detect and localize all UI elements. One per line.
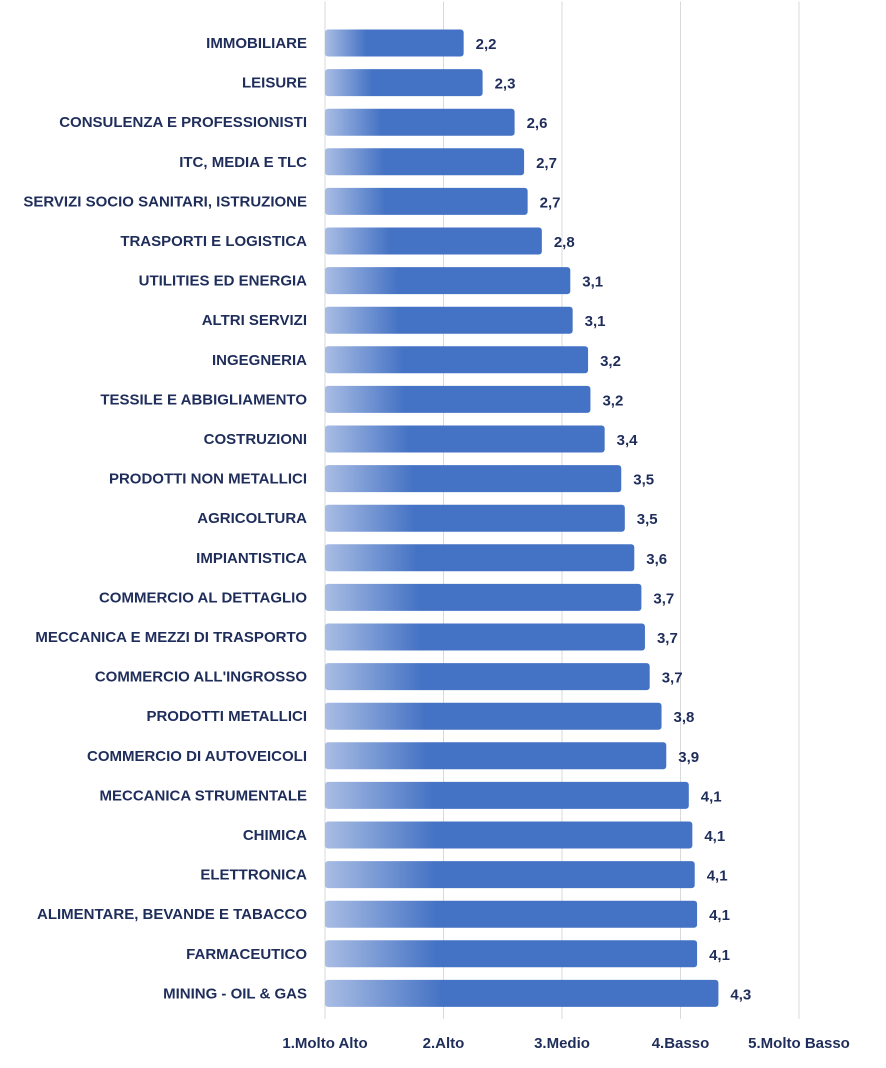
category-label: TESSILE E ABBIGLIAMENTO: [100, 391, 307, 408]
x-tick-label: 3.Medio: [534, 1035, 590, 1052]
bar: [325, 385, 591, 413]
value-label: 4,1: [709, 907, 730, 924]
value-label: 3,6: [646, 551, 667, 568]
value-label: 3,7: [657, 630, 678, 647]
x-tick-label: 4.Basso: [652, 1035, 710, 1052]
value-label: 4,1: [701, 788, 722, 805]
x-tick-label: 1.Molto Alto: [282, 1035, 367, 1052]
value-label: 4,1: [704, 828, 725, 845]
bars: [325, 29, 719, 1007]
bar: [325, 702, 662, 730]
bar: [325, 821, 693, 849]
category-label: PRODOTTI NON METALLICI: [109, 471, 307, 488]
value-label: 3,9: [678, 749, 699, 766]
value-label: 2,8: [554, 234, 575, 251]
bar: [325, 306, 573, 334]
value-label: 2,7: [540, 194, 561, 211]
value-label: 4,1: [709, 947, 730, 964]
bar: [325, 940, 698, 968]
category-label: IMMOBILIARE: [206, 35, 307, 52]
category-label: PRODOTTI METALLICI: [146, 708, 307, 725]
category-label: AGRICOLTURA: [197, 510, 307, 527]
bar: [325, 900, 698, 928]
value-label: 3,7: [653, 590, 674, 607]
category-label: TRASPORTI E LOGISTICA: [120, 233, 307, 250]
category-label: COMMERCIO AL DETTAGLIO: [99, 589, 307, 606]
x-axis-ticks: 1.Molto Alto 2.Alto 3.Medio 4.Basso 5.Molto …: [282, 1035, 849, 1052]
value-label: 3,7: [662, 670, 683, 687]
category-label: COMMERCIO DI AUTOVEICOLI: [87, 748, 307, 765]
value-label: 4,1: [707, 868, 728, 885]
bar: [325, 187, 528, 215]
value-label: 3,5: [637, 511, 658, 528]
bar: [325, 544, 635, 572]
category-label: COMMERCIO ALL'INGROSSO: [95, 669, 308, 686]
bar: [325, 29, 464, 57]
bar: [325, 267, 571, 295]
category-label: CHIMICA: [243, 827, 307, 844]
value-label: 3,2: [602, 392, 623, 409]
category-label: UTILITIES ED ENERGIA: [139, 273, 308, 290]
bar: [325, 623, 645, 651]
value-label: 3,1: [585, 313, 606, 330]
value-label: 2,6: [527, 115, 548, 132]
x-tick-label: 2.Alto: [423, 1035, 465, 1052]
bar: [325, 504, 625, 532]
category-label: ALIMENTARE, BEVANDE E TABACCO: [37, 906, 307, 923]
value-label: 3,8: [674, 709, 695, 726]
category-label: ITC, MEDIA E TLC: [179, 154, 307, 171]
bar: [325, 227, 542, 255]
category-label: MECCANICA STRUMENTALE: [100, 787, 308, 804]
bar: [325, 663, 650, 691]
bar: [325, 108, 515, 136]
value-label: 2,3: [495, 76, 516, 93]
category-label: ELETTRONICA: [200, 867, 307, 884]
category-label: ALTRI SERVIZI: [202, 312, 307, 329]
bar: [325, 742, 667, 770]
category-label: CONSULENZA E PROFESSIONISTI: [59, 114, 307, 131]
value-label: 3,4: [617, 432, 639, 449]
category-labels: IMMOBILIARE LEISURE CONSULENZA E PROFESSIO…: [23, 35, 307, 1002]
value-label: 3,5: [633, 472, 654, 489]
bar: [325, 861, 695, 889]
bar: [325, 781, 689, 809]
category-label: MINING - OIL & GAS: [163, 985, 307, 1002]
bar: [325, 465, 622, 493]
x-tick-label: 5.Molto Basso: [748, 1035, 850, 1052]
category-label: FARMACEUTICO: [186, 946, 307, 963]
category-label: INGEGNERIA: [212, 352, 307, 369]
category-label: SERVIZI SOCIO SANITARI, ISTRUZIONE: [23, 193, 307, 210]
bar: [325, 979, 719, 1007]
value-label: 4,3: [730, 986, 751, 1003]
value-label: 3,2: [600, 353, 621, 370]
value-label: 2,7: [536, 155, 557, 172]
bar: [325, 69, 483, 97]
category-label: IMPIANTISTICA: [196, 550, 307, 567]
value-labels: 2,2 2,3 2,6 2,7 2,7 2,8 3,1 3,1 3,2 3,2 3,4 3,5 3,5 3…: [476, 36, 752, 1003]
bar: [325, 583, 642, 611]
bar: [325, 148, 525, 176]
bar: [325, 425, 605, 453]
category-label: MECCANICA E MEZZI DI TRASPORTO: [35, 629, 307, 646]
value-label: 3,1: [582, 274, 603, 291]
bar: [325, 346, 589, 374]
category-label: COSTRUZIONI: [204, 431, 307, 448]
category-label: LEISURE: [242, 75, 307, 92]
value-label: 2,2: [476, 36, 497, 53]
